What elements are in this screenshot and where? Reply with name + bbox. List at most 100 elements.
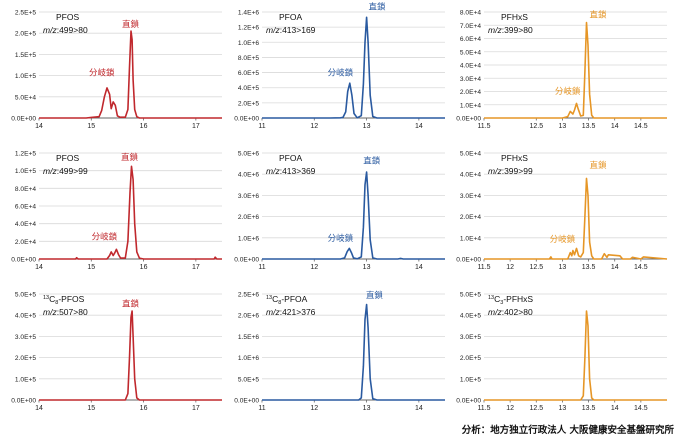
y-tick-label: 8.0E+4 [15,186,36,193]
linear-isomer-label: 直鎖 [122,19,140,29]
y-tick-label: 2.0E+6 [238,214,259,221]
y-tick-label: 1.4E+6 [238,10,259,17]
branched-isomer-label: 分岐鎖 [555,86,581,96]
x-tick-label: 16 [140,405,148,412]
compound-label: PFOS [56,12,79,22]
chromatogram-trace [262,303,445,401]
compound-label: PFOS [56,153,79,163]
y-tick-label: 5.0E+4 [15,94,36,101]
y-tick-label: 2.0E+5 [15,31,36,38]
y-tick-label: 0.0E+00 [11,257,36,264]
y-tick-label: 3.0E+5 [15,334,36,341]
x-tick-label: 15 [87,123,95,130]
x-tick-label: 12 [310,123,318,130]
x-tick-label: 14 [611,264,619,271]
x-tick-label: 12 [310,405,318,412]
y-tick-label: 8.0E+5 [238,55,259,62]
y-tick-label: 3.0E+4 [460,76,481,83]
x-tick-label: 13.5 [582,405,596,412]
y-tick-label: 4.0E+5 [238,85,259,92]
y-tick-label: 0.0E+00 [456,116,481,123]
linear-isomer-label: 直鎖 [366,290,384,300]
x-tick-label: 13 [559,264,567,271]
x-tick-label: 12.5 [529,123,543,130]
y-tick-label: 1.5E+6 [238,334,259,341]
x-tick-label: 11.5 [477,123,490,130]
x-tick-label: 14.5 [634,123,648,130]
compound-label: PFHxS [501,153,528,163]
y-tick-label: 1.0E+6 [238,235,259,242]
branched-isomer-label: 分岐鎖 [92,232,118,242]
y-tick-label: 0.0E+00 [234,398,259,405]
compound-label: 13C8-PFOA [266,294,308,306]
transition-label: m/z:399>99 [488,166,533,176]
chromatogram-trace [39,30,222,119]
transition-label: m/z:413>369 [266,166,316,176]
y-tick-label: 1.0E+4 [460,102,481,109]
x-tick-label: 11 [258,123,265,130]
chromatogram-trace [484,177,668,260]
y-tick-label: 4.0E+4 [460,63,481,70]
x-tick-label: 12 [310,264,318,271]
x-tick-label: 13 [363,123,371,130]
linear-isomer-label: 直鎖 [122,299,140,309]
analysis-credit: 分析：地方独立行政法人 大阪健康安全基盤研究所 [461,425,674,436]
transition-label: m/z:507>80 [43,307,88,317]
y-tick-label: 5.0E+4 [460,151,481,158]
x-tick-label: 14 [611,123,619,130]
x-tick-label: 15 [87,264,95,271]
x-tick-label: 11.5 [477,405,490,412]
linear-isomer-label: 直鎖 [589,160,607,170]
y-tick-label: 8.0E+4 [460,10,481,17]
compound-label: PFOA [279,12,302,22]
transition-label: m/z:399>80 [488,25,533,35]
transition-label: m/z:499>80 [43,25,88,35]
y-tick-label: 1.0E+5 [15,168,36,175]
linear-isomer-label: 直鎖 [369,2,387,12]
y-tick-label: 2.0E+4 [15,239,36,246]
y-tick-label: 2.0E+5 [460,355,481,362]
x-tick-label: 16 [140,123,148,130]
y-tick-label: 1.2E+6 [238,25,259,32]
x-tick-label: 17 [192,264,200,271]
x-tick-label: 14 [415,123,423,130]
y-tick-label: 5.0E+5 [15,292,36,299]
y-tick-label: 2.0E+5 [15,355,36,362]
transition-label: m/z:499>99 [43,166,88,176]
x-tick-label: 16 [140,264,148,271]
y-tick-label: 0.0E+00 [11,116,36,123]
y-tick-label: 7.0E+4 [460,23,481,30]
y-tick-label: 2.0E+5 [238,100,259,107]
x-tick-label: 14 [35,264,43,271]
y-tick-label: 6.0E+5 [238,70,259,77]
x-tick-label: 14 [611,405,619,412]
branched-isomer-label: 分岐鎖 [89,68,115,78]
x-tick-label: 14 [415,405,423,412]
y-tick-label: 1.5E+5 [15,52,36,59]
x-tick-label: 17 [192,405,200,412]
x-tick-label: 14.5 [634,264,648,271]
compound-label: PFOA [279,153,302,163]
y-tick-label: 1.0E+6 [238,40,259,47]
y-tick-label: 3.0E+4 [460,193,481,200]
x-tick-label: 13 [559,123,567,130]
y-tick-label: 4.0E+5 [15,313,36,320]
y-tick-label: 1.0E+5 [15,73,36,80]
y-tick-label: 0.0E+00 [234,116,259,123]
y-tick-label: 5.0E+5 [460,292,481,299]
x-tick-label: 13.5 [582,123,596,130]
y-tick-label: 0.0E+00 [234,257,259,264]
compound-label: 13C3-PFHxS [488,294,533,306]
y-tick-label: 1.0E+5 [460,376,481,383]
x-tick-label: 14 [35,405,43,412]
y-tick-label: 2.5E+5 [15,10,36,17]
y-tick-label: 5.0E+4 [460,49,481,56]
y-tick-label: 2.0E+4 [460,214,481,221]
y-tick-label: 1.0E+4 [460,235,481,242]
x-tick-label: 11.5 [477,264,490,271]
chromatogram-trace [39,310,222,401]
branched-isomer-label: 分岐鎖 [550,234,576,244]
y-tick-label: 1.0E+6 [238,355,259,362]
transition-label: m/z:402>80 [488,307,533,317]
